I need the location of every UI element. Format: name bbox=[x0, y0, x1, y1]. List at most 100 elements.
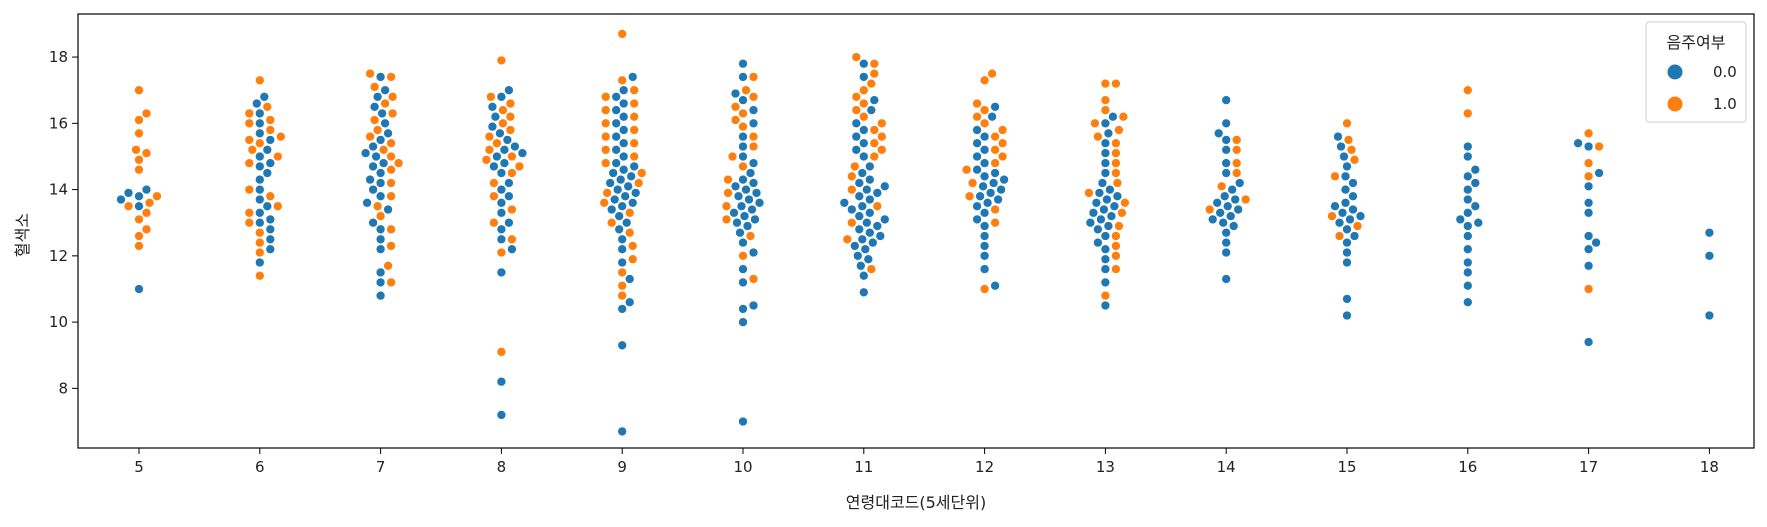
x-tick-label: 10 bbox=[733, 458, 752, 476]
data-point bbox=[990, 218, 1000, 228]
data-point bbox=[134, 201, 144, 211]
data-point bbox=[1583, 171, 1594, 181]
data-point bbox=[1230, 194, 1240, 205]
data-point bbox=[1232, 145, 1242, 155]
data-point bbox=[1463, 141, 1473, 152]
data-point bbox=[1220, 191, 1230, 201]
data-point bbox=[617, 257, 627, 268]
data-point bbox=[990, 131, 1000, 142]
data-point bbox=[1221, 118, 1231, 128]
data-point bbox=[487, 121, 498, 132]
data-point bbox=[733, 191, 744, 201]
data-point bbox=[1096, 214, 1106, 225]
data-point bbox=[372, 201, 383, 211]
data-point bbox=[365, 131, 375, 142]
data-point bbox=[738, 95, 748, 105]
data-point bbox=[730, 102, 741, 112]
data-point bbox=[738, 277, 748, 288]
data-point bbox=[742, 221, 753, 231]
data-point bbox=[372, 125, 383, 135]
data-point bbox=[1221, 135, 1231, 145]
data-point bbox=[504, 218, 514, 228]
data-point bbox=[1233, 204, 1243, 215]
data-point bbox=[244, 135, 254, 145]
data-point bbox=[611, 158, 621, 168]
data-point bbox=[1109, 201, 1120, 211]
data-point bbox=[972, 214, 982, 225]
data-point bbox=[1100, 105, 1111, 115]
data-point bbox=[1091, 198, 1102, 208]
data-point bbox=[1463, 208, 1473, 218]
data-point bbox=[745, 168, 756, 178]
data-point bbox=[617, 29, 627, 39]
data-point bbox=[1583, 141, 1594, 152]
data-point bbox=[498, 118, 508, 128]
data-point bbox=[375, 267, 386, 278]
data-point bbox=[141, 208, 152, 218]
data-point bbox=[252, 98, 262, 109]
data-point bbox=[1218, 218, 1228, 228]
data-point bbox=[854, 178, 864, 188]
data-point bbox=[505, 112, 516, 122]
data-point bbox=[369, 82, 380, 92]
data-point bbox=[495, 128, 505, 138]
data-point bbox=[487, 102, 498, 112]
data-point bbox=[1349, 155, 1360, 165]
data-point bbox=[368, 184, 378, 195]
data-point bbox=[1343, 135, 1354, 145]
data-point bbox=[859, 125, 869, 135]
data-point bbox=[386, 277, 396, 288]
data-point bbox=[244, 108, 254, 119]
data-point bbox=[613, 184, 623, 195]
data-point bbox=[617, 234, 627, 244]
data-point bbox=[859, 85, 869, 95]
data-point bbox=[744, 194, 754, 205]
data-point bbox=[854, 211, 864, 221]
data-point bbox=[1103, 221, 1114, 231]
data-point bbox=[496, 198, 507, 208]
data-point bbox=[375, 135, 386, 145]
data-point bbox=[738, 161, 748, 172]
data-point bbox=[987, 112, 997, 122]
data-point bbox=[496, 234, 507, 244]
data-point bbox=[362, 198, 372, 208]
data-point bbox=[611, 145, 621, 155]
data-point bbox=[1208, 214, 1218, 225]
data-point bbox=[244, 218, 254, 228]
data-point bbox=[617, 244, 627, 254]
data-point bbox=[134, 85, 144, 95]
data-point bbox=[1334, 231, 1345, 241]
data-point bbox=[972, 138, 982, 148]
data-point bbox=[1100, 231, 1111, 241]
data-point bbox=[629, 151, 639, 162]
data-point bbox=[375, 178, 386, 188]
data-point bbox=[730, 181, 741, 191]
data-point bbox=[496, 247, 507, 258]
data-point bbox=[262, 145, 272, 155]
data-point bbox=[1337, 208, 1348, 218]
data-point bbox=[1102, 194, 1112, 205]
data-point bbox=[847, 204, 857, 215]
data-points bbox=[116, 29, 1715, 437]
x-tick-label: 14 bbox=[1217, 458, 1236, 476]
data-point bbox=[1583, 244, 1594, 254]
data-point bbox=[997, 151, 1008, 162]
legend-title: 음주여부 bbox=[1667, 33, 1726, 52]
data-point bbox=[748, 178, 759, 188]
data-point bbox=[1111, 148, 1121, 158]
legend-label-1: 1.0 bbox=[1713, 95, 1737, 113]
data-point bbox=[375, 224, 386, 234]
data-point bbox=[629, 161, 639, 172]
data-point bbox=[616, 174, 626, 185]
data-point bbox=[1221, 237, 1231, 248]
data-point bbox=[1114, 221, 1124, 231]
data-point bbox=[880, 181, 890, 191]
data-point bbox=[496, 208, 507, 218]
data-point bbox=[607, 218, 617, 228]
data-point bbox=[619, 151, 629, 162]
data-point bbox=[738, 151, 748, 162]
data-point bbox=[979, 131, 990, 142]
data-point bbox=[505, 98, 516, 109]
data-point bbox=[1342, 294, 1352, 304]
data-point bbox=[1221, 228, 1231, 238]
